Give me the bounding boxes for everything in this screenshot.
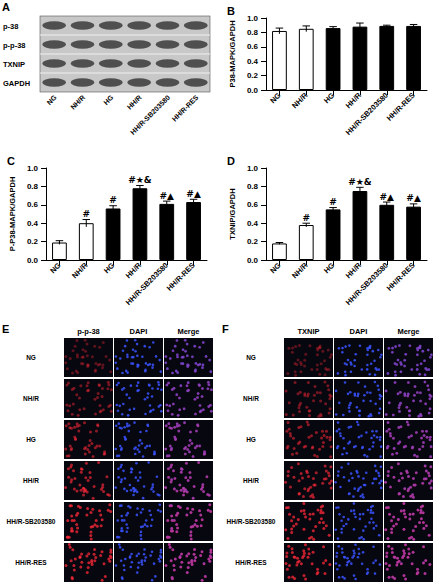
- svg-text:#▲: #▲: [160, 191, 175, 201]
- svg-text:#▲: #▲: [406, 193, 421, 203]
- svg-text:#★&: #★&: [128, 175, 152, 185]
- svg-text:NH/R: NH/R: [290, 260, 310, 280]
- svg-text:#: #: [82, 209, 90, 219]
- svg-text:NG: NG: [45, 93, 58, 106]
- svg-text:HH/R-SB203580: HH/R-SB203580: [344, 91, 390, 137]
- svg-text:#: #: [329, 197, 337, 207]
- svg-text:0.0: 0.0: [247, 256, 259, 265]
- svg-text:NG: NG: [268, 261, 282, 275]
- svg-text:TXNIP: TXNIP: [297, 327, 319, 336]
- svg-text:NH/R: NH/R: [290, 90, 310, 110]
- svg-text:HH/R: HH/R: [344, 260, 364, 280]
- svg-text:Merge: Merge: [397, 327, 419, 336]
- svg-text:0.4: 0.4: [247, 57, 259, 66]
- svg-text:0.2: 0.2: [27, 237, 39, 246]
- svg-text:A: A: [2, 1, 10, 13]
- svg-text:HG: HG: [26, 436, 36, 443]
- svg-text:F: F: [222, 323, 229, 335]
- svg-text:0.4: 0.4: [247, 219, 259, 228]
- svg-text:DAPI: DAPI: [350, 327, 368, 336]
- svg-text:#★&: #★&: [348, 177, 372, 187]
- svg-text:E: E: [2, 323, 9, 335]
- svg-text:0.0: 0.0: [247, 86, 259, 95]
- svg-text:NG: NG: [26, 354, 36, 361]
- svg-text:DAPI: DAPI: [130, 327, 148, 336]
- svg-text:0.4: 0.4: [27, 219, 39, 228]
- svg-text:#▲: #▲: [380, 192, 395, 202]
- svg-text:HH/R-SB203580: HH/R-SB203580: [124, 261, 170, 307]
- svg-text:HH/R-SB203580: HH/R-SB203580: [129, 94, 171, 136]
- svg-text:C: C: [7, 155, 15, 167]
- svg-text:Merge: Merge: [177, 327, 199, 336]
- svg-text:HG: HG: [102, 261, 116, 275]
- svg-text:HG: HG: [322, 91, 336, 105]
- svg-text:HH/R: HH/R: [243, 477, 259, 484]
- svg-text:NG: NG: [268, 91, 282, 105]
- svg-text:NH/R: NH/R: [23, 395, 39, 402]
- svg-text:HH/R: HH/R: [126, 94, 143, 111]
- svg-text:HG: HG: [246, 436, 256, 443]
- svg-text:HH/R-SB203580: HH/R-SB203580: [344, 261, 390, 307]
- svg-text:0.8: 0.8: [247, 182, 259, 191]
- svg-text:0.8: 0.8: [27, 182, 39, 191]
- svg-text:0.0: 0.0: [27, 256, 39, 265]
- svg-text:#▲: #▲: [186, 189, 201, 199]
- svg-text:HH/R: HH/R: [23, 477, 39, 484]
- svg-text:NH/R: NH/R: [243, 395, 259, 402]
- svg-text:p-p-38: p-p-38: [3, 41, 26, 50]
- svg-text:p-38: p-38: [3, 22, 18, 31]
- svg-text:GAPDH: GAPDH: [3, 79, 30, 88]
- svg-text:HH/R: HH/R: [124, 260, 144, 280]
- svg-text:HH/R-RES: HH/R-RES: [165, 261, 197, 293]
- svg-text:1.0: 1.0: [247, 14, 259, 23]
- svg-text:D: D: [227, 155, 235, 167]
- svg-text:0.6: 0.6: [27, 200, 39, 209]
- svg-text:TXNIP/GAPDH: TXNIP/GAPDH: [228, 188, 237, 239]
- svg-text:#: #: [109, 195, 117, 205]
- svg-text:0.2: 0.2: [247, 237, 259, 246]
- svg-text:P-P38-MAPK/GAPDH: P-P38-MAPK/GAPDH: [8, 177, 17, 252]
- svg-text:HG: HG: [102, 93, 115, 106]
- svg-text:#: #: [302, 213, 310, 223]
- svg-text:HH/R-RES: HH/R-RES: [385, 91, 417, 123]
- svg-text:HG: HG: [322, 261, 336, 275]
- svg-text:1.0: 1.0: [247, 164, 259, 173]
- svg-text:HH/R-SB203580: HH/R-SB203580: [7, 518, 56, 525]
- svg-text:0.2: 0.2: [247, 71, 259, 80]
- svg-text:NH/R: NH/R: [69, 94, 86, 111]
- svg-text:HH/R-RES: HH/R-RES: [15, 559, 47, 566]
- svg-text:NG: NG: [48, 261, 62, 275]
- svg-text:HH/R-RES: HH/R-RES: [385, 261, 417, 293]
- svg-text:p-p-38: p-p-38: [77, 327, 100, 336]
- svg-text:NG: NG: [246, 354, 256, 361]
- svg-text:B: B: [227, 5, 235, 17]
- svg-text:HH/R-RES: HH/R-RES: [235, 559, 267, 566]
- svg-text:0.8: 0.8: [247, 28, 259, 37]
- svg-text:HH/R-RES: HH/R-RES: [171, 94, 200, 123]
- svg-text:TXNIP: TXNIP: [3, 60, 25, 69]
- svg-text:0.6: 0.6: [247, 42, 259, 51]
- svg-text:NH/R: NH/R: [70, 260, 90, 280]
- svg-text:0.6: 0.6: [247, 200, 259, 209]
- svg-text:HH/R: HH/R: [344, 90, 364, 110]
- svg-text:P38-MAPK/GAPDH: P38-MAPK/GAPDH: [228, 20, 237, 87]
- svg-text:1.0: 1.0: [27, 164, 39, 173]
- svg-text:HH/R-SB203580: HH/R-SB203580: [227, 518, 276, 525]
